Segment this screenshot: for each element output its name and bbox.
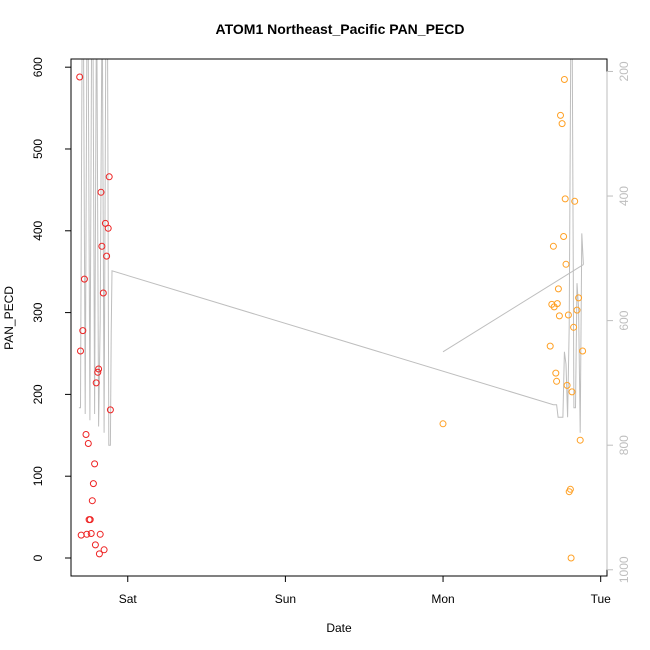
y-tick-label-400: 400	[31, 220, 45, 240]
data-point-s1-22	[98, 242, 106, 250]
data-point-s1-17	[94, 368, 102, 376]
data-point-s1-10	[86, 516, 94, 524]
data-point-s2-16	[562, 260, 570, 268]
y-axis-label: PAN_PECD	[2, 286, 16, 350]
data-point-s2-1	[439, 420, 447, 428]
data-point-s1-13	[89, 480, 97, 488]
data-point-s2-6	[552, 369, 560, 377]
x-axis: Sat Sun Mon Tue	[119, 575, 612, 606]
data-point-s1-19	[95, 550, 103, 558]
data-point-s1-6	[82, 431, 90, 438]
data-point-s1-8	[84, 440, 92, 447]
data-point-s2-28	[579, 347, 587, 355]
data-point-s1-27	[104, 224, 112, 232]
right-pressure-axis: 200 400 600 800 1000	[606, 61, 631, 583]
y2-tick-label-200: 200	[617, 61, 631, 81]
y-axis: 0 100 200 300 400 500 600	[31, 57, 72, 561]
pressure-line-2	[442, 264, 584, 353]
data-point-s1-24	[100, 546, 108, 554]
x-tick-label-sun: Sun	[275, 592, 296, 606]
data-point-s2-13	[560, 233, 568, 240]
data-point-s1-4	[79, 327, 87, 335]
y2-tick-label-600: 600	[617, 310, 631, 330]
data-point-s2-11	[557, 111, 564, 119]
data-point-s2-7	[553, 377, 561, 385]
y-tick-label-300: 300	[31, 302, 45, 322]
x-axis-label: Date	[326, 621, 352, 635]
data-point-s1-21	[97, 188, 105, 196]
data-point-s1-15	[91, 541, 99, 549]
pressure-series	[78, 58, 584, 446]
data-point-s1-23	[99, 289, 107, 297]
pressure-line-1	[78, 58, 584, 446]
data-point-s1-20	[96, 530, 104, 538]
data-point-s1-3	[77, 531, 85, 539]
y-tick-label-500: 500	[31, 139, 45, 159]
data-points	[76, 73, 587, 562]
data-point-s1-14	[91, 460, 99, 468]
data-point-s2-23	[570, 323, 578, 331]
data-point-s1-11	[87, 530, 95, 537]
x-tick-label-sat: Sat	[119, 592, 138, 606]
data-point-s2-20	[566, 485, 574, 493]
data-point-s1-1	[76, 73, 84, 81]
y2-tick-label-800: 800	[617, 435, 631, 455]
data-point-s1-12	[88, 497, 96, 505]
plot-frame	[70, 58, 608, 577]
y2-tick-label-400: 400	[617, 186, 631, 206]
chart-title: ATOM1 Northeast_Pacific PAN_PECD	[216, 21, 465, 37]
data-point-s2-24	[571, 197, 579, 205]
data-point-s2-10	[555, 312, 563, 320]
data-point-s1-28	[105, 173, 113, 181]
y-tick-label-0: 0	[31, 554, 45, 561]
y2-tick-label-1000: 1000	[617, 556, 631, 583]
data-point-s1-18	[95, 365, 103, 373]
data-point-s2-22	[568, 388, 576, 396]
data-point-s2-18	[564, 311, 572, 319]
data-point-s1-26	[103, 252, 111, 260]
data-point-s2-25	[573, 306, 581, 314]
data-point-s2-27	[576, 436, 584, 444]
data-point-s2-8	[553, 300, 561, 308]
data-point-s2-4	[549, 242, 557, 250]
y-tick-label-100: 100	[31, 466, 45, 486]
y-tick-label-200: 200	[31, 384, 45, 404]
data-point-s2-17	[563, 381, 571, 389]
data-point-s2-12	[558, 120, 566, 128]
x-tick-label-tue: Tue	[591, 592, 612, 606]
data-point-s1-29	[106, 406, 114, 414]
y-tick-label-600: 600	[31, 57, 45, 77]
data-point-s1-16	[92, 379, 100, 387]
data-point-s2-21	[567, 554, 575, 562]
data-point-s2-14	[560, 76, 568, 83]
data-point-s1-5	[80, 275, 88, 283]
data-point-s2-26	[575, 294, 583, 302]
data-point-s2-9	[554, 285, 562, 293]
data-point-s1-7	[83, 530, 91, 538]
x-tick-label-mon: Mon	[431, 592, 454, 606]
data-point-s1-2	[77, 347, 84, 355]
data-point-s2-15	[561, 195, 569, 203]
data-point-s2-2	[546, 342, 554, 350]
